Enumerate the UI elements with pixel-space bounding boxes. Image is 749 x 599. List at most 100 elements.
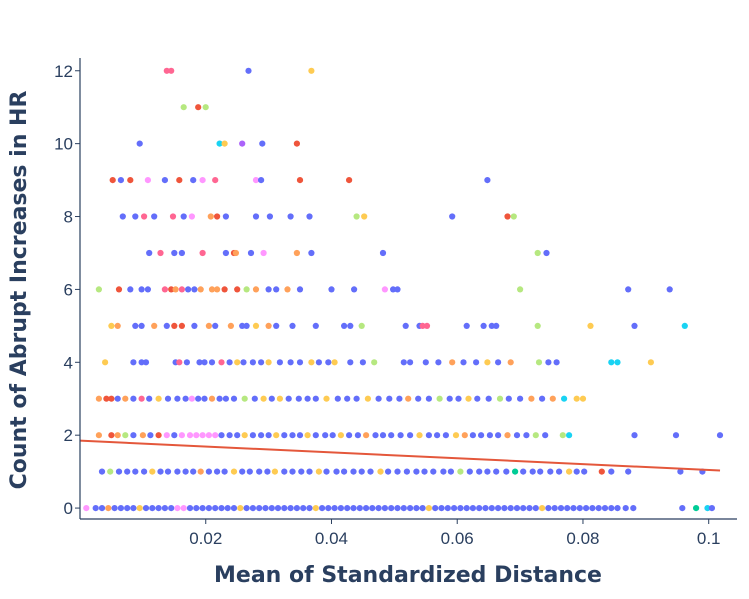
scatter-point — [570, 505, 577, 512]
scatter-point — [221, 468, 228, 475]
scatter-point — [583, 505, 590, 512]
scatter-point — [312, 322, 319, 329]
scatter-point — [281, 432, 288, 439]
scatter-point — [289, 322, 296, 329]
scatter-point — [114, 432, 121, 439]
scatter-point — [274, 505, 282, 512]
scatter-point — [252, 177, 260, 184]
scatter-point — [364, 395, 371, 402]
scatter-point — [212, 432, 219, 439]
scatter-point — [350, 505, 357, 512]
scatter-point — [319, 505, 326, 512]
scatter-point — [379, 249, 387, 257]
scatter-point — [260, 395, 267, 402]
scatter-point — [230, 468, 238, 475]
scatter-point — [178, 286, 185, 293]
scatter-point — [704, 505, 711, 512]
scatter-point — [208, 359, 216, 366]
scatter-point — [306, 505, 313, 512]
scatter-point — [543, 249, 550, 257]
scatter-point — [542, 432, 549, 439]
scatter-point — [249, 505, 256, 512]
scatter-point — [138, 286, 145, 293]
scatter-point — [608, 505, 615, 512]
scatter-point — [419, 505, 426, 512]
scatter-point — [226, 432, 233, 439]
scatter-point — [185, 286, 192, 293]
scatter-point — [193, 432, 200, 439]
x-tick-label: 0.1 — [697, 529, 721, 548]
scatter-point — [413, 468, 420, 475]
scatter-point — [353, 395, 360, 402]
y-tick-label: 8 — [64, 208, 73, 227]
scatter-point — [168, 286, 175, 293]
scatter-point — [432, 505, 439, 512]
scatter-point — [227, 322, 234, 329]
scatter-point — [127, 286, 134, 293]
scatter-point — [460, 359, 467, 366]
scatter-point — [529, 468, 536, 475]
scatter-point — [132, 322, 139, 329]
x-tick-label: 0.06 — [441, 529, 474, 548]
scatter-point — [400, 359, 407, 366]
scatter-point — [268, 505, 275, 512]
scatter-point — [346, 177, 353, 184]
scatter-point — [388, 505, 395, 512]
scatter-point — [396, 395, 403, 402]
scatter-point — [513, 432, 521, 439]
scatter-point — [484, 359, 491, 366]
scatter-point — [631, 322, 638, 329]
scatter-point — [130, 505, 137, 512]
scatter-point — [164, 468, 172, 475]
scatter-point — [425, 432, 432, 439]
scatter-point — [98, 468, 106, 475]
scatter-point — [511, 468, 519, 475]
scatter-point — [240, 359, 247, 366]
scatter-point — [296, 432, 304, 439]
scatter-point — [334, 395, 341, 402]
scatter-point — [239, 322, 246, 329]
scatter-point — [260, 249, 267, 257]
scatter-point — [322, 432, 329, 439]
scatter-point — [681, 322, 688, 329]
scatter-point — [436, 395, 443, 402]
scatter-point — [513, 505, 521, 512]
scatter-point — [304, 432, 311, 439]
scatter-point — [488, 322, 495, 329]
scatter-point — [589, 505, 596, 512]
scatter-point — [197, 468, 204, 475]
scatter-point — [117, 505, 124, 512]
scatter-point — [163, 432, 170, 439]
scatter-point — [105, 505, 112, 512]
scatter-point — [549, 395, 556, 402]
scatter-point — [243, 505, 250, 512]
scatter-point — [447, 468, 454, 475]
scatter-point — [199, 177, 206, 184]
scatter-point — [469, 505, 476, 512]
scatter-point — [403, 468, 410, 475]
scatter-point — [385, 468, 392, 475]
scatter-point — [141, 213, 148, 220]
scatter-point — [222, 213, 229, 220]
scatter-point — [557, 505, 565, 512]
scatter-point — [214, 468, 221, 475]
scatter-point — [247, 249, 255, 257]
scatter-point — [476, 505, 483, 512]
scatter-point — [178, 322, 185, 329]
scatter-point — [425, 395, 432, 402]
scatter-point — [347, 359, 354, 366]
scatter-point — [281, 468, 288, 475]
scatter-point — [323, 395, 330, 402]
scatter-point — [449, 213, 456, 220]
scatter-point — [666, 286, 673, 293]
scatter-point — [457, 505, 464, 512]
scatter-point — [161, 177, 168, 184]
scatter-point — [576, 505, 583, 512]
scatter-point — [346, 432, 353, 439]
scatter-point — [221, 286, 228, 293]
scatter-point — [625, 286, 632, 293]
scatter-point — [407, 432, 414, 439]
scatter-point — [614, 505, 621, 512]
scatter-point — [230, 395, 238, 402]
